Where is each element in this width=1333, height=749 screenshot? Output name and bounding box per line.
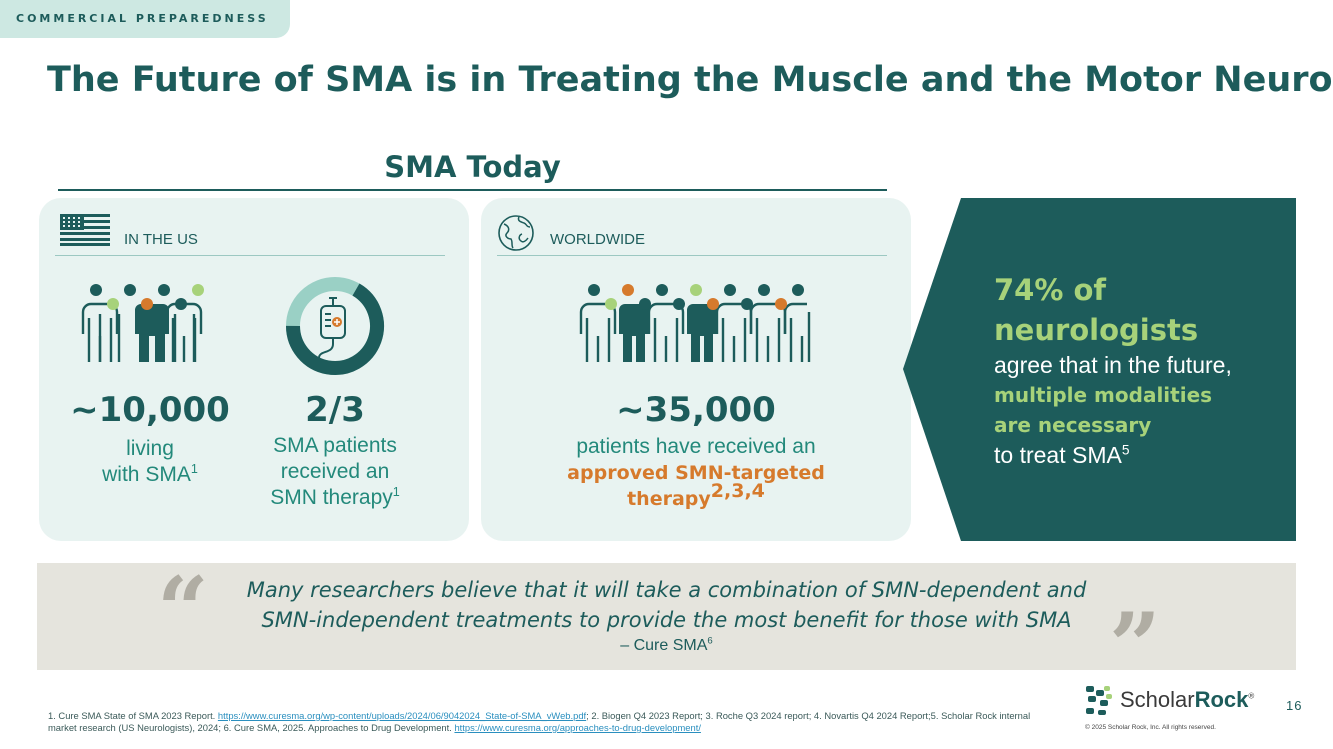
callout-audience: neurologists xyxy=(994,313,1199,347)
us-patients-label: living with SMA1 xyxy=(102,437,198,486)
page-title: The Future of SMA is in Treating the Mus… xyxy=(47,60,1333,100)
footnote-link-2[interactable]: https://www.curesma.org/approaches-to-dr… xyxy=(454,722,701,733)
worldwide-card-rule xyxy=(497,255,887,256)
globe-icon xyxy=(498,215,534,251)
footnote-link-1[interactable]: https://www.curesma.org/wp-content/uploa… xyxy=(217,710,587,721)
therapy-donut-chart xyxy=(286,277,384,375)
people-group-worldwide-icon xyxy=(579,284,811,362)
therapy-fraction-label: SMA patients received an SMN therapy1 xyxy=(270,434,400,509)
quote-line-2: SMN-independent treatments to provide th… xyxy=(261,608,1072,632)
worldwide-card-heading: WORLDWIDE xyxy=(550,231,645,248)
quote-band: “ ” Many researchers believe that it wil… xyxy=(37,557,1296,691)
quote-line-1: Many researchers believe that it will ta… xyxy=(246,578,1087,602)
logo-wordmark: ScholarRock® xyxy=(1120,687,1255,712)
quote-attribution: – Cure SMA6 xyxy=(620,635,713,654)
callout-highlight-2: are necessary xyxy=(994,413,1152,437)
section-tag: COMMERCIAL PREPAREDNESS xyxy=(0,0,290,38)
us-card-rule xyxy=(55,255,445,256)
callout-line-2: to treat SMA5 xyxy=(994,442,1130,468)
us-patients-number: ~10,000 xyxy=(70,390,230,430)
callout-percent: 74% of xyxy=(994,273,1107,307)
subtitle-divider xyxy=(58,189,887,191)
callout-line-1: agree that in the future, xyxy=(994,352,1232,378)
section-subtitle: SMA Today xyxy=(384,150,561,184)
people-group-us-icon xyxy=(81,284,204,362)
us-card: IN THE US ~10,000 living with SMA1 xyxy=(39,198,469,541)
us-card-heading: IN THE US xyxy=(124,231,198,248)
scholar-rock-logo: ScholarRock® xyxy=(1084,684,1274,724)
open-quote-icon: “ xyxy=(157,557,209,663)
close-quote-icon: ” xyxy=(1109,593,1161,699)
callout-arrow-shape xyxy=(903,198,1296,541)
logo-mark-icon xyxy=(1086,686,1112,715)
copyright: © 2025 Scholar Rock, Inc. All rights res… xyxy=(1085,724,1216,731)
worldwide-patients-number: ~35,000 xyxy=(616,390,776,430)
therapy-donut-arc xyxy=(286,283,384,375)
callout-highlight-1: multiple modalities xyxy=(994,383,1213,407)
callout-text: 74% of neurologists agree that in the fu… xyxy=(994,270,1294,470)
us-flag-icon xyxy=(60,214,110,246)
worldwide-patients-label: patients have received an approved SMN-t… xyxy=(567,435,825,510)
iv-bag-icon xyxy=(318,297,346,359)
page-number: 16 xyxy=(1286,698,1303,713)
therapy-fraction-number: 2/3 xyxy=(305,390,365,430)
worldwide-card: WORLDWIDE ~35,000 patients have received… xyxy=(481,198,911,541)
footnotes: 1. Cure SMA State of SMA 2023 Report. ht… xyxy=(48,710,1031,733)
section-tag-label: COMMERCIAL PREPAREDNESS xyxy=(16,12,269,25)
neurologists-callout: 74% of neurologists agree that in the fu… xyxy=(903,198,1296,541)
